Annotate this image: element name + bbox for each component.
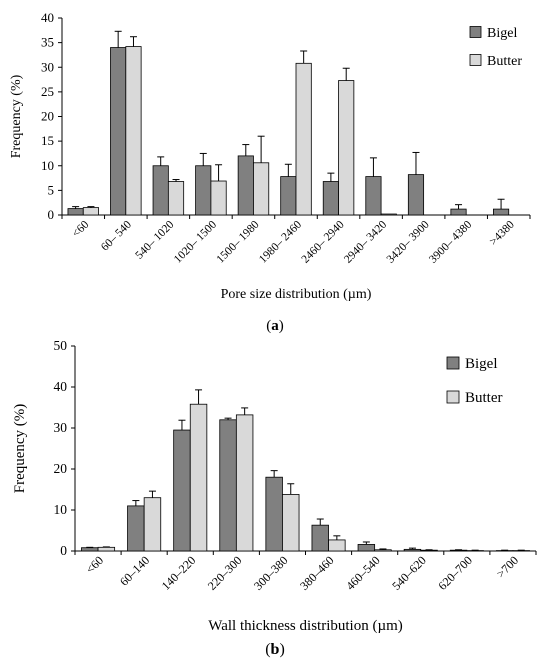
x-tick-label: 620–700 <box>435 553 475 593</box>
y-tick-label: 50 <box>54 338 68 353</box>
bar-bigel-7 <box>403 548 422 552</box>
bar-bigel-1 <box>110 47 127 216</box>
bar-bigel-1 <box>127 505 145 552</box>
y-tick-label: 30 <box>54 420 68 435</box>
bar-butter-1 <box>125 46 142 216</box>
bar-butter-3 <box>235 414 254 552</box>
x-tick-label: 60– 540 <box>99 218 134 253</box>
bar-bigel-2 <box>152 165 169 216</box>
bar-bigel-10 <box>493 208 510 216</box>
x-tick-label: 2460– 2940 <box>300 218 347 265</box>
legend-label-butter: Butter <box>487 54 522 69</box>
bar-bigel-5 <box>311 524 329 552</box>
bar-bigel-7 <box>365 176 382 216</box>
legend-swatch-bigel <box>446 356 460 370</box>
bar-bigel-0 <box>67 208 84 216</box>
bar-bigel-3 <box>195 165 212 216</box>
y-tick-label: 15 <box>41 133 54 148</box>
x-tick-label: <60 <box>83 553 106 576</box>
x-tick-label: 1020– 1500 <box>172 218 219 265</box>
panel-label: (a) <box>266 318 284 334</box>
y-axis-label: Frequency (%) <box>9 74 24 158</box>
x-tick-label: >700 <box>494 553 521 580</box>
bar-butter-6 <box>338 80 355 216</box>
bar-butter-0 <box>82 207 99 216</box>
legend: Bigel Butter <box>446 356 503 406</box>
bar-butter-4 <box>253 162 270 216</box>
legend-swatch-butter <box>469 54 482 66</box>
legend-label-bigel: Bigel <box>465 356 498 372</box>
legend-label-butter: Butter <box>465 390 503 406</box>
y-tick-label: 35 <box>41 35 54 50</box>
y-tick-label: 20 <box>54 461 68 476</box>
y-tick-label: 25 <box>41 84 54 99</box>
bar-bigel-9 <box>450 208 467 216</box>
y-tick-label: 20 <box>41 109 54 124</box>
y-tick-label: 30 <box>41 59 54 74</box>
bar-bigel-0 <box>81 547 99 552</box>
x-tick-label: 380–460 <box>297 553 337 593</box>
legend-label-bigel: Bigel <box>487 26 517 41</box>
y-tick-label: 10 <box>41 158 54 173</box>
bar-bigel-4 <box>237 155 254 216</box>
chart-panel-a: 0 5 10 15 20 25 30 35 40 <60 60– 540 540– 10201020–… <box>9 10 531 334</box>
bar-bigel-5 <box>280 176 297 216</box>
x-tick-label: >4380 <box>488 218 518 248</box>
bar-butter-1 <box>143 497 162 552</box>
bar-bigel-6 <box>357 544 376 552</box>
y-tick-label: 40 <box>54 379 68 394</box>
y-tick-label: 0 <box>60 543 67 558</box>
x-tick-label: 220–300 <box>205 553 245 593</box>
legend-swatch-bigel <box>469 26 482 38</box>
x-tick-label: 140–220 <box>159 553 199 593</box>
x-axis-label: Wall thickness distribution (µm) <box>208 618 403 634</box>
bar-butter-0 <box>97 546 116 552</box>
bar-bigel-4 <box>265 476 283 552</box>
x-tick-label: 1980– 2460 <box>257 218 304 265</box>
chart-panel-b: 0 10 20 30 40 50 <60 60–140 140–220 220–300 300–38… <box>12 338 537 658</box>
bar-bigel-2 <box>173 429 191 552</box>
x-tick-label: 540–620 <box>389 553 429 593</box>
x-tick-label: 3420– 3900 <box>385 218 432 265</box>
panel-label: (b) <box>265 641 285 658</box>
bar-butter-2 <box>167 181 185 216</box>
x-tick-label: 460–540 <box>343 553 383 593</box>
bar-bigel-3 <box>219 419 237 552</box>
y-tick-label: 5 <box>48 182 55 197</box>
x-axis-label: Pore size distribution (µm) <box>221 287 372 302</box>
bar-butter-5 <box>295 62 312 216</box>
y-tick-label: 40 <box>41 10 54 25</box>
y-tick-label: 0 <box>48 207 55 222</box>
y-axis-label: Frequency (%) <box>12 404 28 494</box>
legend-swatch-butter <box>446 390 460 404</box>
x-tick-label: 1500– 1980 <box>214 218 261 265</box>
bar-bigel-6 <box>322 181 339 216</box>
bar-butter-7 <box>420 549 438 552</box>
bar-butter-2 <box>189 403 208 552</box>
bar-bigel-8 <box>407 174 425 216</box>
x-tick-label: 60–140 <box>117 553 152 588</box>
bar-butter-6 <box>374 549 392 552</box>
bar-butter-3 <box>210 180 227 216</box>
y-tick-label: 10 <box>54 502 68 517</box>
x-tick-label: 2940– 3420 <box>342 218 389 265</box>
x-tick-label: 300–380 <box>251 553 291 593</box>
legend: Bigel Butter <box>469 26 522 69</box>
bar-butter-5 <box>328 539 346 552</box>
bar-bigel-8 <box>449 549 468 552</box>
bar-butter-4 <box>282 494 300 552</box>
x-tick-label: 3900– 4380 <box>427 218 474 265</box>
x-tick-label: 540– 1020 <box>133 218 176 261</box>
bar-butter-7 <box>380 213 397 216</box>
x-tick-label: <60 <box>70 218 91 239</box>
